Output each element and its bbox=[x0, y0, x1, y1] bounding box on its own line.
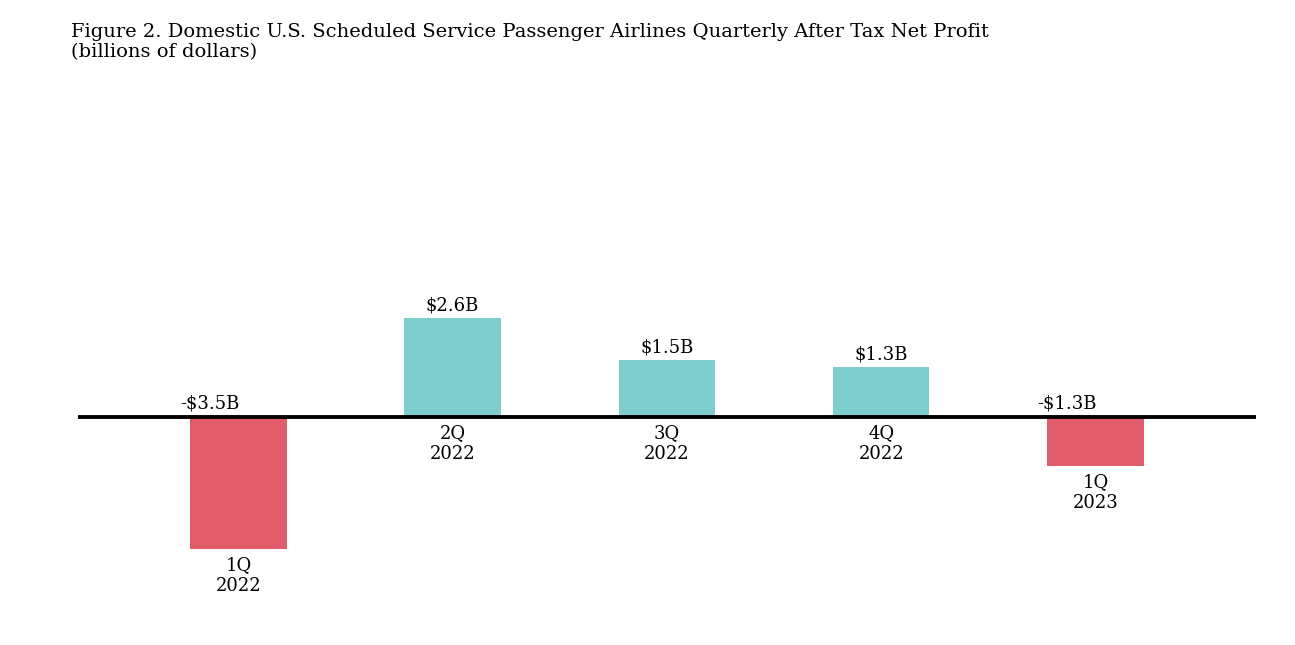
Bar bbox=[833, 368, 930, 417]
Text: 4Q
2022: 4Q 2022 bbox=[859, 424, 904, 463]
Bar bbox=[404, 319, 501, 417]
Text: -$3.5B: -$3.5B bbox=[180, 395, 240, 413]
Text: -$1.3B: -$1.3B bbox=[1037, 395, 1097, 413]
Bar bbox=[190, 417, 286, 549]
Text: 1Q
2022: 1Q 2022 bbox=[215, 556, 262, 595]
Text: Figure 2. Domestic U.S. Scheduled Service Passenger Airlines Quarterly After Tax: Figure 2. Domestic U.S. Scheduled Servic… bbox=[71, 23, 989, 61]
Text: $1.3B: $1.3B bbox=[855, 346, 908, 364]
Text: $1.5B: $1.5B bbox=[640, 338, 694, 356]
Text: $2.6B: $2.6B bbox=[426, 297, 479, 315]
Text: 1Q
2023: 1Q 2023 bbox=[1072, 473, 1119, 512]
Text: 3Q
2022: 3Q 2022 bbox=[644, 424, 690, 463]
Bar bbox=[619, 360, 715, 417]
Text: 2Q
2022: 2Q 2022 bbox=[430, 424, 475, 463]
Bar bbox=[1048, 417, 1143, 466]
